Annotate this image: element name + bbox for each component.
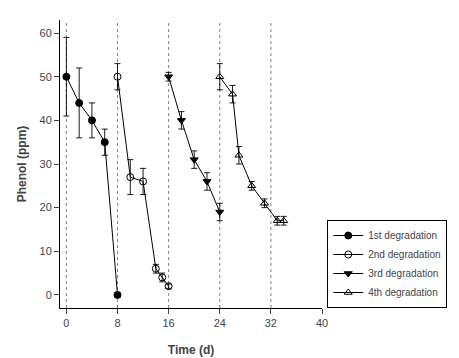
svg-text:40: 40	[40, 114, 52, 126]
svg-text:40: 40	[316, 317, 328, 329]
svg-text:32: 32	[265, 317, 277, 329]
svg-text:1st degradation: 1st degradation	[368, 230, 437, 241]
svg-text:50: 50	[40, 71, 52, 83]
svg-text:2nd degradation: 2nd degradation	[368, 249, 440, 260]
svg-text:16: 16	[163, 317, 175, 329]
svg-text:8: 8	[114, 317, 120, 329]
svg-text:30: 30	[40, 158, 52, 170]
svg-text:Phenol (ppm): Phenol (ppm)	[15, 126, 29, 203]
svg-text:20: 20	[40, 201, 52, 213]
svg-text:Time (d): Time (d)	[168, 343, 214, 357]
svg-text:0: 0	[63, 317, 69, 329]
svg-text:3rd degradation: 3rd degradation	[368, 268, 438, 279]
svg-text:4th degradation: 4th degradation	[368, 287, 438, 298]
svg-text:24: 24	[214, 317, 226, 329]
svg-text:10: 10	[40, 245, 52, 257]
svg-text:60: 60	[40, 27, 52, 39]
svg-text:0: 0	[46, 289, 52, 301]
